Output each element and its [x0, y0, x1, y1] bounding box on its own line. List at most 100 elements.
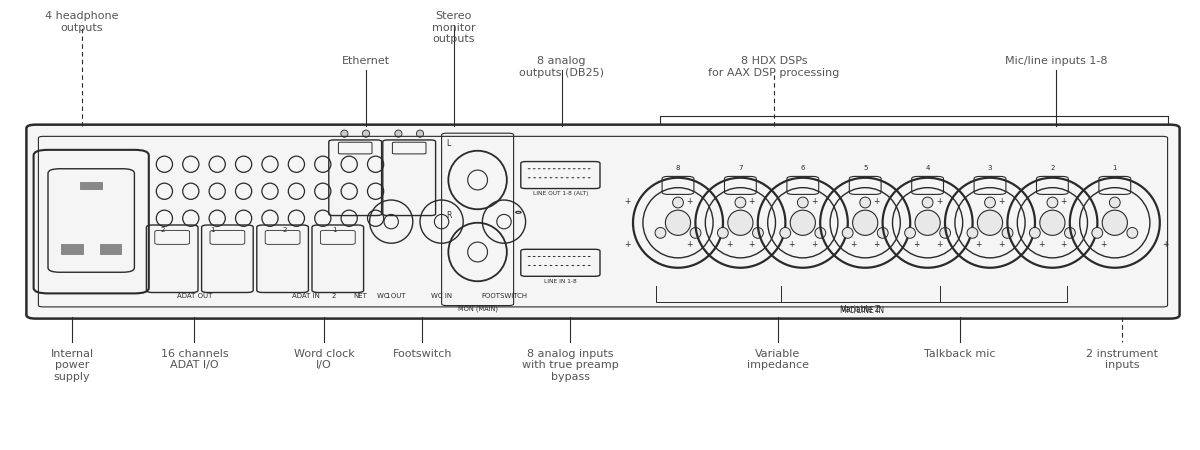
- Ellipse shape: [362, 130, 370, 137]
- Ellipse shape: [815, 228, 826, 238]
- Ellipse shape: [718, 228, 728, 238]
- Ellipse shape: [1103, 210, 1128, 235]
- Text: +: +: [811, 197, 817, 206]
- Ellipse shape: [1046, 197, 1058, 208]
- Circle shape: [571, 177, 575, 178]
- Circle shape: [528, 256, 530, 257]
- Circle shape: [528, 168, 530, 169]
- Ellipse shape: [1064, 228, 1075, 238]
- Circle shape: [577, 265, 580, 266]
- FancyBboxPatch shape: [26, 125, 1180, 319]
- Text: +: +: [1163, 240, 1169, 249]
- Ellipse shape: [734, 197, 746, 208]
- Ellipse shape: [985, 197, 996, 208]
- Ellipse shape: [1092, 228, 1103, 238]
- Circle shape: [588, 256, 590, 257]
- Text: 2: 2: [282, 227, 287, 233]
- Ellipse shape: [1127, 228, 1138, 238]
- Text: 5: 5: [863, 165, 868, 171]
- Circle shape: [547, 256, 551, 257]
- Circle shape: [539, 265, 541, 266]
- Text: FOOTSWITCH: FOOTSWITCH: [481, 293, 527, 299]
- Circle shape: [577, 256, 581, 257]
- Circle shape: [553, 256, 556, 257]
- Text: 8 HDX DSPs
for AAX DSP processing: 8 HDX DSPs for AAX DSP processing: [708, 56, 840, 78]
- Text: 7: 7: [738, 165, 743, 171]
- Circle shape: [547, 168, 551, 169]
- Ellipse shape: [967, 228, 978, 238]
- Text: 8 analog
outputs (DB25): 8 analog outputs (DB25): [520, 56, 604, 78]
- Text: +: +: [936, 240, 942, 249]
- Text: +: +: [874, 240, 880, 249]
- Ellipse shape: [1109, 197, 1121, 208]
- Text: Ethernet: Ethernet: [342, 56, 390, 66]
- Circle shape: [538, 168, 541, 169]
- Ellipse shape: [922, 197, 934, 208]
- Text: MIC/LINE IN: MIC/LINE IN: [840, 305, 883, 314]
- Text: +: +: [1100, 240, 1106, 249]
- Text: +: +: [811, 240, 817, 249]
- Ellipse shape: [655, 228, 666, 238]
- Circle shape: [583, 168, 586, 169]
- Text: +: +: [998, 197, 1004, 206]
- Circle shape: [550, 177, 552, 178]
- Ellipse shape: [877, 228, 888, 238]
- Text: 2: 2: [161, 227, 166, 233]
- Text: +: +: [1061, 197, 1067, 206]
- Circle shape: [542, 256, 546, 257]
- Circle shape: [556, 265, 558, 266]
- Ellipse shape: [977, 210, 1003, 235]
- Text: 3: 3: [988, 165, 992, 171]
- Text: Word clock
I/O: Word clock I/O: [294, 349, 354, 370]
- Ellipse shape: [1030, 228, 1040, 238]
- Text: 16 channels
ADAT I/O: 16 channels ADAT I/O: [161, 349, 228, 370]
- Circle shape: [588, 168, 590, 169]
- Circle shape: [542, 168, 546, 169]
- Ellipse shape: [780, 228, 791, 238]
- Ellipse shape: [395, 130, 402, 137]
- Circle shape: [583, 256, 586, 257]
- Text: Internal
power
supply: Internal power supply: [50, 349, 94, 382]
- Ellipse shape: [341, 130, 348, 137]
- Text: Footswitch: Footswitch: [392, 349, 452, 359]
- Text: 2: 2: [331, 293, 336, 299]
- Ellipse shape: [690, 228, 701, 238]
- Text: LINE IN 1-8: LINE IN 1-8: [544, 279, 577, 284]
- Bar: [61, 244, 83, 254]
- Ellipse shape: [940, 228, 950, 238]
- Text: +: +: [936, 197, 942, 206]
- Text: ADAT OUT: ADAT OUT: [176, 293, 212, 299]
- Ellipse shape: [752, 228, 763, 238]
- Circle shape: [572, 256, 576, 257]
- Circle shape: [563, 256, 565, 257]
- Circle shape: [560, 177, 563, 178]
- Text: +: +: [624, 240, 630, 249]
- Circle shape: [550, 265, 552, 266]
- Circle shape: [539, 177, 541, 178]
- Circle shape: [558, 256, 560, 257]
- Circle shape: [582, 265, 586, 266]
- Text: Variable
impedance: Variable impedance: [746, 349, 809, 370]
- Ellipse shape: [859, 197, 870, 208]
- Text: MON (MAIN): MON (MAIN): [457, 306, 498, 312]
- Circle shape: [560, 265, 563, 266]
- Text: +: +: [686, 197, 692, 206]
- Ellipse shape: [852, 210, 878, 235]
- Circle shape: [553, 168, 556, 169]
- Circle shape: [544, 265, 547, 266]
- Text: NET: NET: [353, 293, 367, 299]
- Text: 1: 1: [332, 227, 337, 233]
- Ellipse shape: [797, 197, 809, 208]
- Circle shape: [544, 177, 547, 178]
- Text: 1: 1: [210, 227, 215, 233]
- Text: 2: 2: [1050, 165, 1055, 171]
- Text: +: +: [1061, 240, 1067, 249]
- Circle shape: [588, 265, 590, 266]
- Text: +: +: [874, 197, 880, 206]
- Circle shape: [533, 177, 536, 178]
- Ellipse shape: [727, 210, 754, 235]
- Circle shape: [533, 265, 536, 266]
- Circle shape: [533, 256, 535, 257]
- Circle shape: [538, 256, 541, 257]
- Text: Mic/line inputs 1-8: Mic/line inputs 1-8: [1004, 56, 1108, 66]
